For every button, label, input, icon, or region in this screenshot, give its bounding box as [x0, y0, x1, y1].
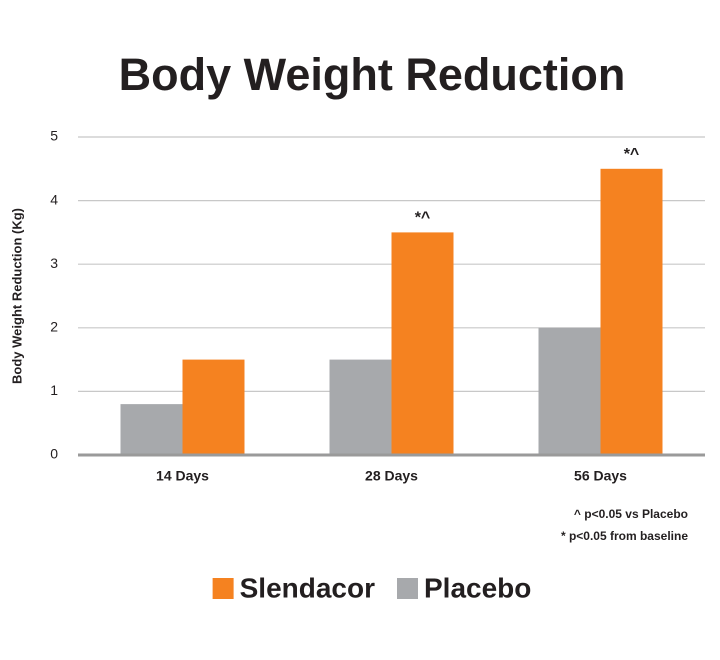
- bar: [538, 327, 601, 455]
- chart-title: Body Weight Reduction: [119, 49, 626, 100]
- y-tick-label: 4: [50, 191, 58, 207]
- annotation: *^: [624, 146, 640, 163]
- annotation: *^: [415, 210, 431, 227]
- x-tick-label: 14 Days: [156, 468, 209, 484]
- y-tick-label: 5: [50, 128, 58, 144]
- y-tick-label: 0: [50, 446, 58, 462]
- legend-label: Placebo: [424, 572, 531, 603]
- bar: [600, 168, 663, 456]
- legend-label: Slendacor: [240, 572, 375, 603]
- legend-swatch: [212, 578, 234, 599]
- footnote: ^ p<0.05 vs Placebo: [574, 507, 688, 521]
- x-tick-label: 28 Days: [365, 468, 418, 484]
- bar: [391, 232, 454, 455]
- bar: [182, 359, 245, 455]
- legend-swatch: [397, 578, 418, 599]
- y-tick-label: 1: [50, 382, 58, 398]
- y-axis-label: Body Weight Reduction (Kg): [9, 208, 24, 384]
- bar: [120, 404, 183, 455]
- y-tick-label: 2: [50, 319, 58, 335]
- footnote: * p<0.05 from baseline: [561, 529, 688, 543]
- y-tick-label: 3: [50, 255, 58, 271]
- x-tick-label: 56 Days: [574, 468, 627, 484]
- bar: [329, 359, 392, 455]
